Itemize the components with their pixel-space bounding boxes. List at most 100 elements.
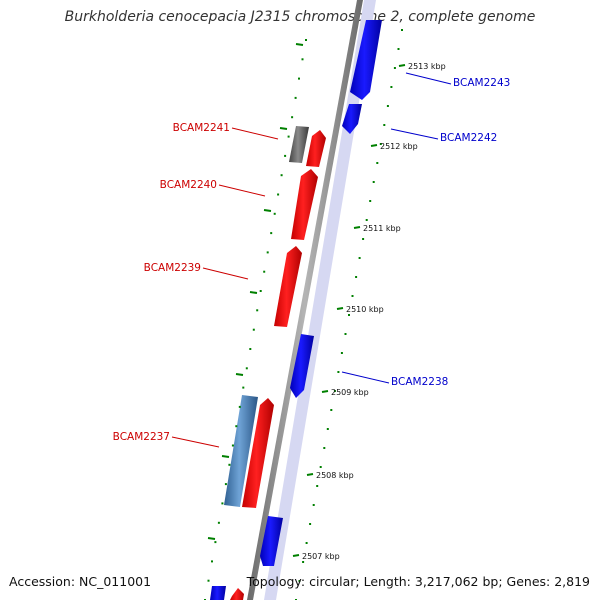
outer-track-dot — [340, 352, 343, 354]
outer-track-dot — [386, 105, 389, 107]
inner-track-dot — [211, 560, 213, 563]
gene-leader-line — [390, 128, 439, 140]
inner-track-dot — [217, 521, 220, 524]
outer-track-dot — [305, 542, 308, 544]
gene-BCAM2242-arrow — [342, 104, 362, 134]
inner-track-dot — [291, 116, 294, 119]
gene-leader-line — [341, 371, 390, 384]
inner-track-dot — [301, 58, 304, 61]
gene-leader-line — [202, 267, 249, 280]
inner-track-dot — [273, 212, 276, 215]
gene-BCAM2238-arrow — [290, 334, 314, 398]
inner-track-dot — [305, 39, 307, 41]
scale-tick-mark — [370, 144, 378, 147]
scale-tick-mark — [353, 226, 361, 229]
outer-track-dot — [337, 371, 340, 373]
outer-track-dot — [323, 447, 326, 449]
inner-track-dot — [249, 348, 252, 350]
inner-track-dot — [270, 232, 273, 235]
gene-label-BCAM2239[interactable]: BCAM2239 — [144, 262, 201, 274]
outer-track-dot — [379, 143, 382, 145]
inner-track-dot — [235, 425, 238, 428]
inner-track-dot — [298, 77, 300, 80]
outer-track-dot — [330, 409, 333, 411]
outer-track-dot — [355, 276, 358, 278]
gene-label-BCAM2241[interactable]: BCAM2241 — [173, 122, 230, 134]
scale-tick-label: 2513 kbp — [408, 62, 446, 71]
scale-tick-mark — [398, 64, 406, 67]
inner-track-dot — [238, 405, 241, 408]
gene-BCAM2239-arrow — [274, 246, 302, 327]
inner-track-dot — [259, 290, 262, 292]
inner-track-dot — [294, 96, 297, 99]
gene-reverse-lower-arrow — [260, 516, 283, 566]
scale-tick-label: 2511 kbp — [363, 224, 401, 233]
outer-track-dot — [344, 333, 347, 335]
accession-label: Accession: NC_011001 — [9, 574, 152, 589]
scale-tick-label: 2508 kbp — [316, 471, 354, 480]
outer-track-dot — [393, 67, 396, 69]
scale-tick-label: 2509 kbp — [331, 388, 369, 397]
outer-track-dot — [390, 86, 393, 88]
gene-label-BCAM2243[interactable]: BCAM2243 — [453, 77, 510, 89]
inner-track-dot — [256, 309, 259, 312]
inner-scale-tick-mark — [249, 291, 258, 294]
inner-track-dot — [284, 154, 287, 157]
outer-track-dot — [312, 504, 315, 506]
gene-leader-line — [171, 436, 220, 448]
inner-track-dot — [245, 367, 248, 370]
inner-track-dot — [287, 135, 290, 138]
gene-BCAM2243-arrow — [350, 20, 382, 100]
gene-BCAM2237-arrow — [242, 398, 274, 508]
inner-track-dot — [224, 483, 227, 486]
gene-label-BCAM2237[interactable]: BCAM2237 — [113, 431, 170, 443]
inner-scale-tick-mark — [279, 127, 288, 130]
scale-tick-label: 2512 kbp — [380, 142, 418, 151]
gene-BCAM2241-arrow — [306, 130, 326, 167]
inner-track-dot — [266, 251, 269, 254]
scale-ticks: 2513 kbp 2512 kbp 2511 kbp 2510 kbp 2509 kbp… — [204, 29, 446, 600]
inner-scale-tick-mark — [295, 43, 304, 46]
outer-track-dot — [319, 466, 322, 468]
gene-BCAM2240-arrow — [291, 169, 318, 240]
scale-tick-mark — [306, 473, 314, 476]
map-title: Burkholderia cenocepacia J2315 chromosom… — [64, 9, 536, 25]
inner-track-dot — [221, 502, 224, 505]
scale-tick-label: 2510 kbp — [346, 305, 384, 314]
outer-track-dot — [302, 561, 305, 563]
inner-scale-tick-mark — [235, 373, 244, 376]
scale-tick-label: 2507 kbp — [302, 552, 340, 561]
outer-track-dot — [401, 29, 403, 31]
inner-track-dot — [228, 463, 231, 466]
gene-label-BCAM2240[interactable]: BCAM2240 — [160, 179, 217, 191]
outer-track-dot — [397, 48, 400, 50]
outer-track-dot — [298, 580, 301, 582]
gene-BCAM2241-pseudo — [289, 126, 309, 163]
inner-track-dot — [231, 444, 234, 447]
inner-track-dot — [277, 193, 280, 196]
inner-track-dot — [263, 270, 266, 273]
gene-BCAM2237-rna — [224, 395, 258, 507]
gene-reverse-edge-arrow — [210, 586, 226, 600]
scale-tick-mark — [292, 554, 300, 557]
gene-label-BCAM2238[interactable]: BCAM2238 — [391, 376, 448, 388]
outer-track-dot — [362, 238, 365, 240]
scale-tick-mark — [336, 307, 344, 310]
inner-track-dot — [252, 328, 255, 331]
scale-tick-mark — [321, 390, 329, 393]
inner-scale-tick-mark — [221, 455, 230, 458]
outer-track-dot — [316, 485, 319, 487]
inner-track-dot — [214, 541, 217, 544]
inner-track-dot — [242, 386, 245, 389]
gene-leader-line — [405, 72, 452, 85]
outer-track-dot — [365, 219, 368, 221]
outer-track-dot — [351, 295, 354, 297]
gene-label-BCAM2242[interactable]: BCAM2242 — [440, 132, 497, 144]
inner-track-dot — [280, 174, 283, 177]
backbone-shadow — [264, 0, 376, 600]
outer-track-dot — [358, 257, 361, 259]
inner-scale-tick-mark — [207, 537, 216, 540]
outer-track-dot — [348, 314, 350, 316]
